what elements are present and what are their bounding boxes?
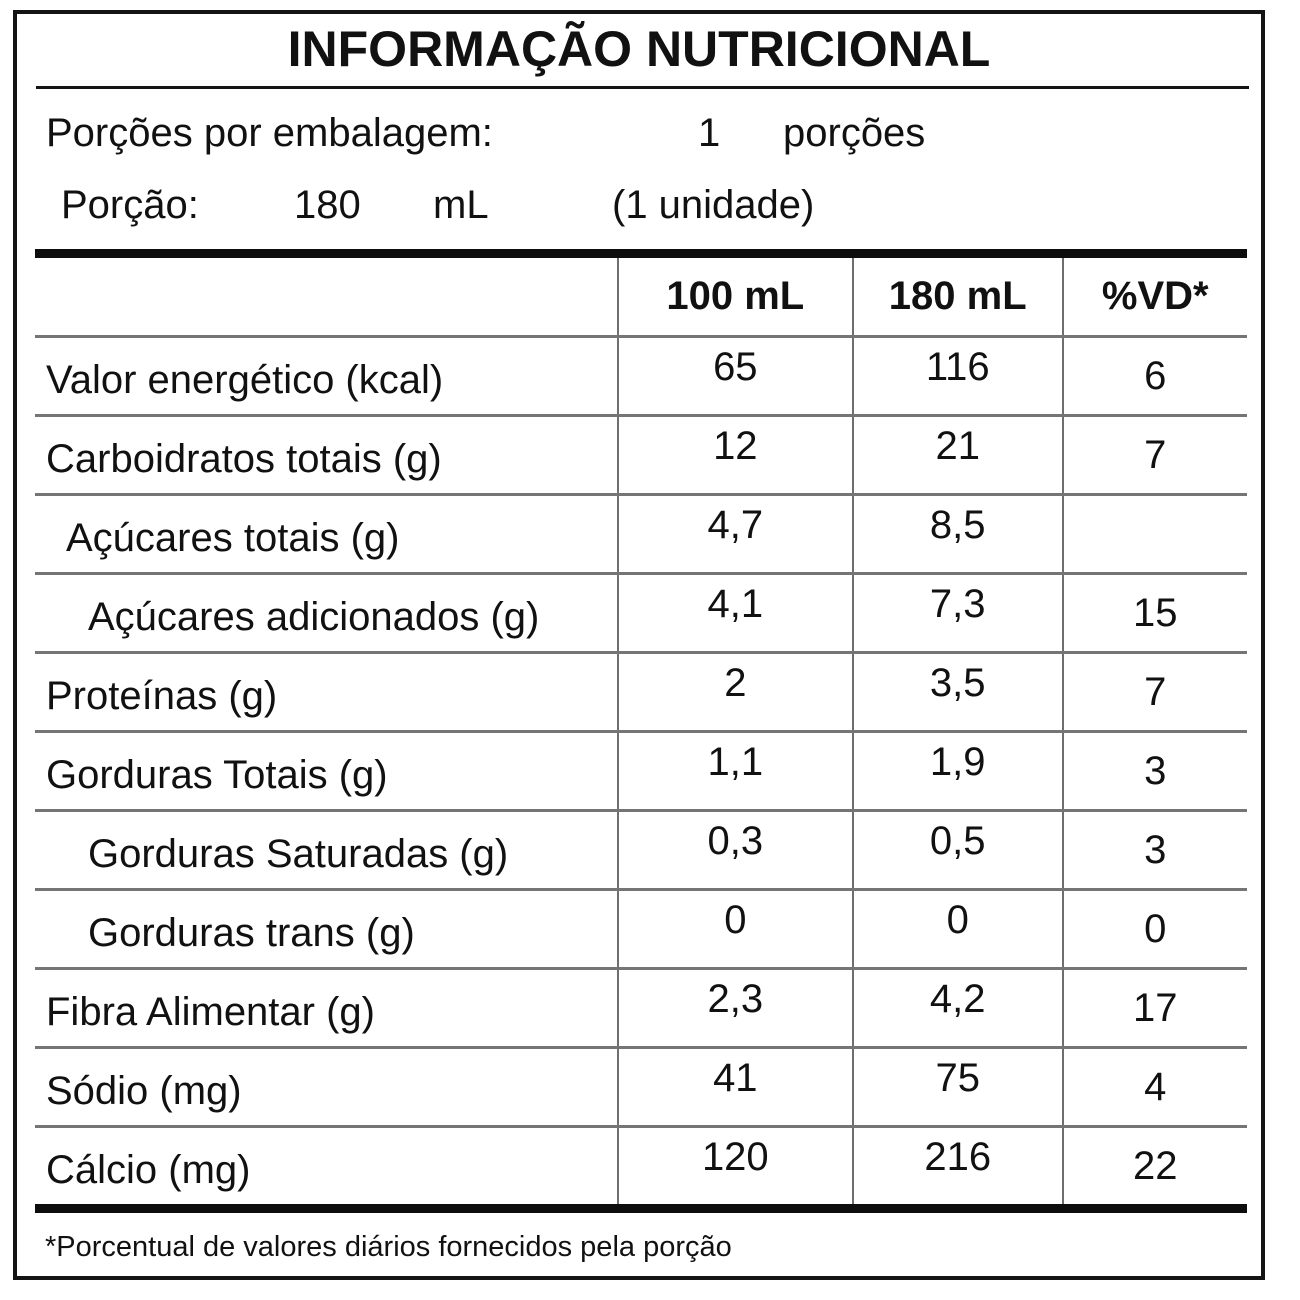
portion-value: 180 <box>294 183 361 227</box>
table-row: Gorduras trans (g) 0 0 0 <box>35 888 1247 967</box>
table-row: Sódio (mg) 41 75 4 <box>35 1046 1247 1125</box>
value-100ml: 0 <box>616 891 852 967</box>
column-header-100ml: 100 mL <box>616 258 852 335</box>
value-180ml: 1,9 <box>851 733 1062 809</box>
table-row: Gorduras Saturadas (g) 0,3 0,5 3 <box>35 809 1247 888</box>
footnote: *Porcentual de valores diários fornecido… <box>45 1231 732 1263</box>
table-row: Valor energético (kcal) 65 116 6 <box>35 335 1247 414</box>
value-100ml: 4,7 <box>616 496 852 572</box>
row-label: Gorduras Totais (g) <box>46 753 388 797</box>
table-row: Gorduras Totais (g) 1,1 1,9 3 <box>35 730 1247 809</box>
column-header-vd: %VD* <box>1061 258 1247 335</box>
table-row: Fibra Alimentar (g) 2,3 4,2 17 <box>35 967 1247 1046</box>
value-180ml: 3,5 <box>851 654 1062 730</box>
row-label: Açúcares totais (g) <box>66 516 400 560</box>
row-label: Valor energético (kcal) <box>46 358 444 402</box>
value-180ml: 21 <box>851 417 1062 493</box>
row-label: Açúcares adicionados (g) <box>88 595 540 639</box>
row-label: Gorduras trans (g) <box>88 911 415 955</box>
servings-line: Porções por embalagem: 1 porções <box>17 89 1261 161</box>
value-180ml: 75 <box>851 1049 1062 1125</box>
servings-label: Porções por embalagem: <box>46 111 493 155</box>
value-100ml: 2 <box>616 654 852 730</box>
portion-note: (1 unidade) <box>612 183 815 227</box>
table-row: Açúcares totais (g) 4,7 8,5 <box>35 493 1247 572</box>
value-100ml: 2,3 <box>616 970 852 1046</box>
value-100ml: 4,1 <box>616 575 852 651</box>
row-label: Carboidratos totais (g) <box>46 437 442 481</box>
value-vd: 7 <box>1061 654 1247 730</box>
value-100ml: 120 <box>616 1128 852 1204</box>
nutrition-table: 100 mL 180 mL %VD* Valor energético (kca… <box>35 249 1247 1213</box>
row-label: Proteínas (g) <box>46 674 278 718</box>
value-vd: 3 <box>1061 733 1247 809</box>
row-label: Fibra Alimentar (g) <box>46 990 375 1034</box>
value-vd: 6 <box>1061 338 1247 414</box>
value-100ml: 0,3 <box>616 812 852 888</box>
value-vd: 22 <box>1061 1128 1247 1204</box>
page-title: INFORMAÇÃO NUTRICIONAL <box>287 21 991 77</box>
table-header-row: 100 mL 180 mL %VD* <box>35 258 1247 335</box>
value-180ml: 8,5 <box>851 496 1062 572</box>
value-180ml: 0 <box>851 891 1062 967</box>
value-100ml: 1,1 <box>616 733 852 809</box>
value-100ml: 12 <box>616 417 852 493</box>
row-label: Gorduras Saturadas (g) <box>88 832 509 876</box>
portion-line: Porção: 180 mL (1 unidade) <box>17 161 1261 235</box>
value-vd: 7 <box>1061 417 1247 493</box>
value-180ml: 0,5 <box>851 812 1062 888</box>
table-row: Açúcares adicionados (g) 4,1 7,3 15 <box>35 572 1247 651</box>
title-divider <box>36 86 1249 89</box>
value-vd: 15 <box>1061 575 1247 651</box>
value-180ml: 4,2 <box>851 970 1062 1046</box>
table-row: Proteínas (g) 2 3,5 7 <box>35 651 1247 730</box>
table-row: Carboidratos totais (g) 12 21 7 <box>35 414 1247 493</box>
servings-unit: porções <box>783 111 926 155</box>
value-vd: 3 <box>1061 812 1247 888</box>
value-100ml: 41 <box>616 1049 852 1125</box>
value-180ml: 116 <box>851 338 1062 414</box>
portion-label: Porção: <box>61 183 199 227</box>
value-180ml: 216 <box>851 1128 1062 1204</box>
value-vd: 0 <box>1061 891 1247 967</box>
row-label: Cálcio (mg) <box>46 1148 251 1192</box>
value-vd: 4 <box>1061 1049 1247 1125</box>
nutrition-label: INFORMAÇÃO NUTRICIONAL Porções por embal… <box>13 10 1265 1280</box>
table-row: Cálcio (mg) 120 216 22 <box>35 1125 1247 1204</box>
servings-value: 1 <box>698 111 721 155</box>
portion-unit: mL <box>433 183 489 227</box>
value-100ml: 65 <box>616 338 852 414</box>
row-label: Sódio (mg) <box>46 1069 242 1113</box>
value-180ml: 7,3 <box>851 575 1062 651</box>
column-header-blank <box>35 258 617 335</box>
value-vd <box>1061 496 1247 572</box>
column-header-180ml: 180 mL <box>851 258 1062 335</box>
value-vd: 17 <box>1061 970 1247 1046</box>
